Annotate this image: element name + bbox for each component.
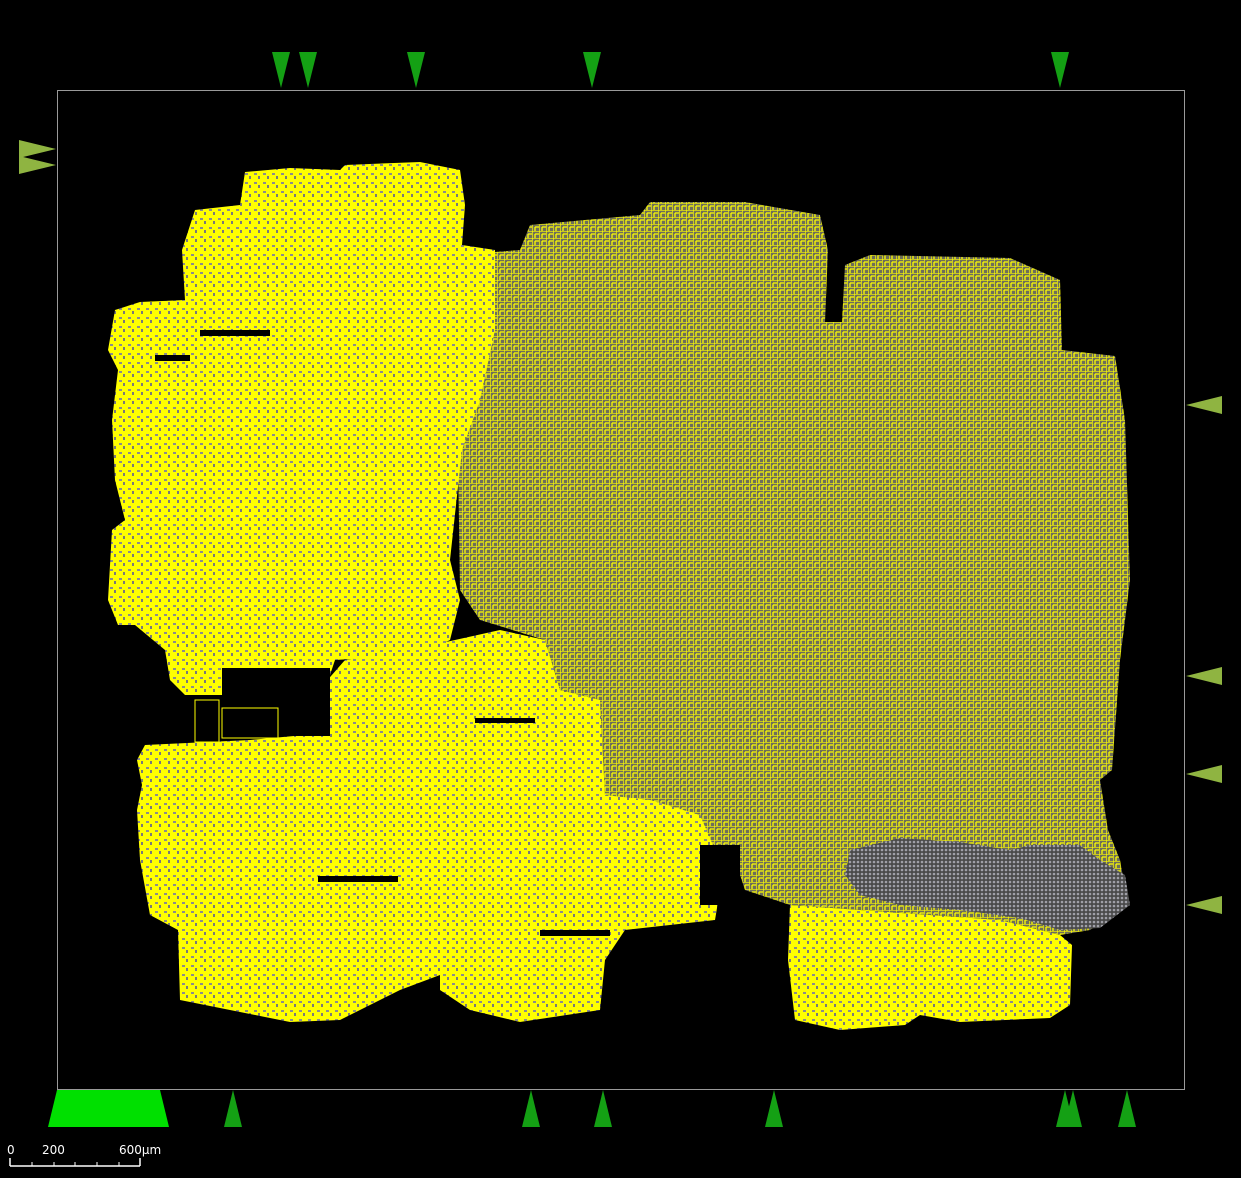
marker-bottom[interactable] [1118,1090,1136,1127]
viewport-frame [57,90,1185,1090]
marker-bottom[interactable] [522,1090,540,1127]
tissue-gap [221,707,279,739]
tissue-gap [318,876,398,882]
tissue-region-left-upper [108,162,495,695]
marker-top[interactable] [272,52,290,88]
tissue-gap [700,845,740,905]
scale-label-200: 200 [42,1143,65,1157]
tissue-segmentation[interactable] [108,162,1130,1030]
marker-top[interactable] [407,52,425,88]
left-markers[interactable] [19,140,56,174]
marker-bottom[interactable] [1064,1090,1082,1127]
marker-top[interactable] [583,52,601,88]
marker-left[interactable] [19,140,56,158]
marker-bottom[interactable] [765,1090,783,1127]
top-markers[interactable] [272,52,1069,88]
right-markers[interactable] [1186,396,1222,914]
tissue-gap [155,355,190,361]
marker-right[interactable] [1186,896,1222,914]
marker-right[interactable] [1186,765,1222,783]
tissue-gap [475,718,535,723]
marker-top[interactable] [1051,52,1069,88]
marker-bottom-active[interactable] [48,1090,169,1127]
tissue-gap [194,699,220,743]
scale-label-600um: 600µm [119,1143,162,1157]
unsegmented-patch [845,838,1130,930]
marker-bottom[interactable] [594,1090,612,1127]
marker-top[interactable] [299,52,317,88]
scale-bar [9,1158,141,1167]
tissue-region-right [455,202,1130,935]
tissue-region-left-lower [137,630,720,1022]
bottom-markers[interactable] [48,1090,1136,1127]
marker-bottom[interactable] [224,1090,242,1127]
tissue-gap [540,930,610,936]
marker-right[interactable] [1186,396,1222,414]
tissue-region-bottom-right [788,905,1072,1030]
tissue-gap [200,330,270,336]
marker-left[interactable] [19,156,56,174]
marker-right[interactable] [1186,667,1222,685]
tissue-gap [222,668,330,736]
scale-label-zero: 0 [7,1143,15,1157]
